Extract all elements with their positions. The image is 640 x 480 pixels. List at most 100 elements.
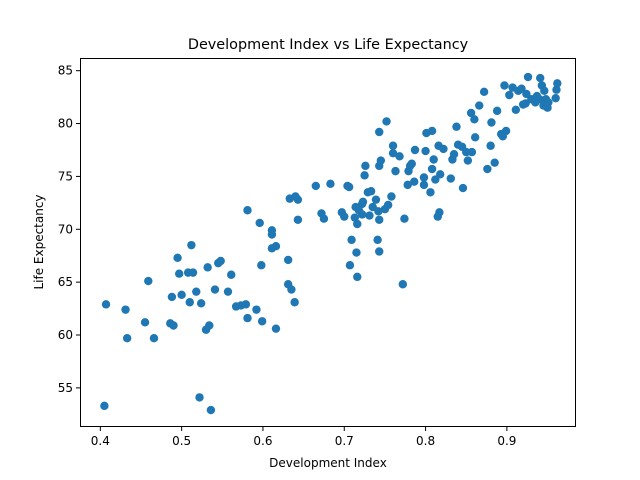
data-point xyxy=(358,197,368,206)
data-point xyxy=(436,170,445,179)
data-point xyxy=(375,215,384,224)
data-point xyxy=(352,248,361,257)
chart-title: Development Index vs Life Expectancy xyxy=(188,37,469,53)
data-point xyxy=(350,213,360,222)
y-tick-label: 60 xyxy=(58,328,73,342)
data-point xyxy=(383,200,393,210)
data-point xyxy=(319,214,329,223)
points-group xyxy=(100,72,562,415)
x-tick-label: 0.6 xyxy=(253,434,272,448)
data-point xyxy=(357,210,367,219)
data-point xyxy=(458,183,468,193)
data-point xyxy=(395,152,404,161)
data-point xyxy=(169,321,178,330)
data-point xyxy=(257,317,267,326)
data-point xyxy=(255,218,264,228)
data-point xyxy=(544,98,553,107)
data-point xyxy=(486,141,495,150)
data-point xyxy=(387,192,396,201)
data-point xyxy=(523,72,533,82)
data-point xyxy=(345,261,355,270)
data-point xyxy=(290,298,299,307)
data-point xyxy=(382,117,391,126)
data-point xyxy=(347,235,356,245)
data-point xyxy=(311,181,320,191)
data-point xyxy=(470,115,479,124)
data-point xyxy=(177,290,186,300)
data-point xyxy=(196,299,206,308)
data-point xyxy=(505,90,514,100)
x-tick-label: 0.9 xyxy=(497,434,516,448)
data-point xyxy=(167,292,177,302)
data-point xyxy=(398,280,408,289)
data-point xyxy=(391,166,400,176)
data-point xyxy=(271,242,281,251)
data-point xyxy=(500,81,509,90)
data-point xyxy=(192,287,201,296)
data-point xyxy=(243,206,252,215)
data-point xyxy=(419,180,429,190)
data-point xyxy=(552,85,561,94)
data-point xyxy=(293,195,303,204)
data-point xyxy=(553,79,562,88)
data-point xyxy=(195,393,204,402)
data-point xyxy=(426,188,435,197)
x-tick-label: 0.5 xyxy=(172,434,191,448)
data-point xyxy=(210,285,220,294)
y-tick-label: 75 xyxy=(58,169,73,183)
data-point xyxy=(206,405,216,415)
data-point xyxy=(427,126,437,136)
data-point xyxy=(185,298,194,307)
y-axis: 55 60 65 70 75 80 85 xyxy=(58,64,80,395)
y-tick-label: 55 xyxy=(58,381,73,395)
data-point xyxy=(490,158,499,167)
data-point xyxy=(429,155,438,164)
data-point xyxy=(466,108,476,118)
data-point xyxy=(140,318,150,327)
data-point xyxy=(360,171,369,180)
data-point xyxy=(388,148,398,158)
data-point xyxy=(223,287,233,296)
y-tick-label: 65 xyxy=(58,275,73,289)
y-tick-label: 70 xyxy=(58,222,73,236)
data-point xyxy=(374,207,383,216)
data-point xyxy=(326,179,335,189)
y-tick-label: 80 xyxy=(58,117,73,131)
data-point xyxy=(522,89,531,99)
data-point xyxy=(467,147,477,157)
x-tick-label: 0.4 xyxy=(91,434,110,448)
data-point xyxy=(551,93,560,103)
data-point xyxy=(449,150,459,159)
data-point xyxy=(287,285,296,294)
data-point xyxy=(101,300,111,309)
x-tick-label: 0.8 xyxy=(416,434,435,448)
data-point xyxy=(419,173,429,182)
data-point xyxy=(344,182,354,192)
data-point xyxy=(409,177,419,186)
data-point xyxy=(366,187,376,196)
x-tick-label: 0.7 xyxy=(335,434,354,448)
data-point xyxy=(475,101,484,110)
data-point xyxy=(257,261,266,270)
data-point xyxy=(403,180,412,190)
data-point xyxy=(205,321,214,330)
data-point xyxy=(421,146,430,156)
data-point xyxy=(216,256,225,266)
data-point xyxy=(535,95,544,104)
plot-frame xyxy=(80,58,576,427)
data-point xyxy=(400,214,409,223)
data-point xyxy=(188,268,198,277)
data-point xyxy=(353,272,362,282)
data-point xyxy=(121,305,130,314)
data-point xyxy=(540,86,549,95)
data-point xyxy=(492,106,502,116)
data-point xyxy=(376,156,386,165)
data-point xyxy=(439,144,448,154)
data-point xyxy=(487,118,496,127)
data-point xyxy=(375,247,384,256)
data-point xyxy=(361,161,370,171)
data-point xyxy=(373,235,382,245)
data-point xyxy=(536,73,545,83)
data-point xyxy=(203,263,212,272)
